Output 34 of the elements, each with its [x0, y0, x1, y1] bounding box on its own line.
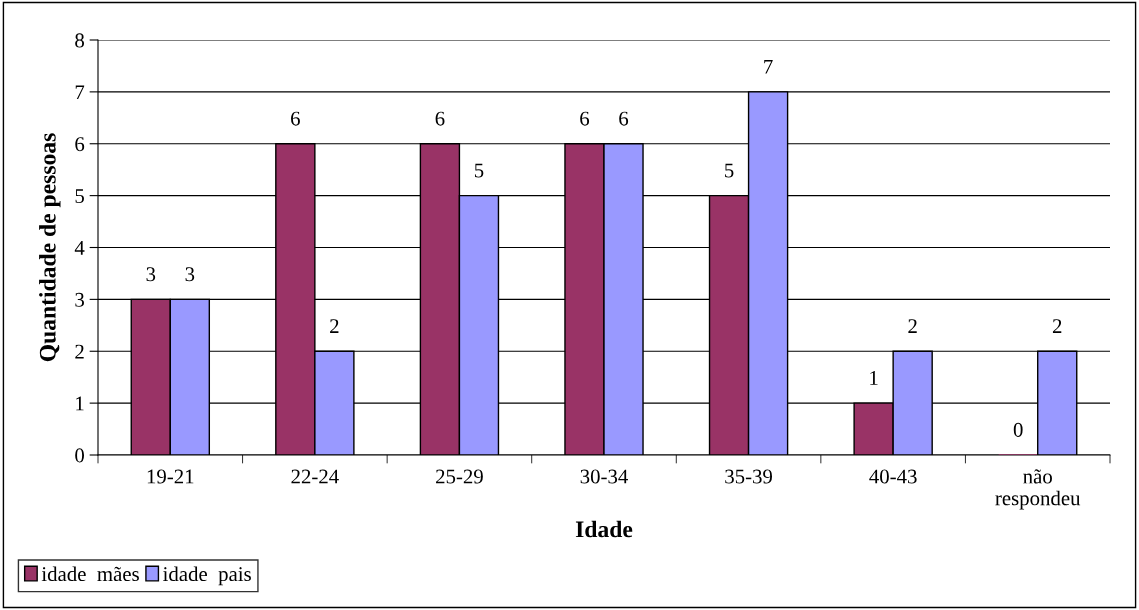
data-label: 7	[764, 59, 773, 74]
data-label: 6	[291, 111, 300, 126]
data-label: 2	[330, 319, 339, 333]
legend-label: idade mães	[41, 566, 139, 582]
y-tick-label: 5	[75, 189, 84, 204]
y-tick-label: 7	[75, 85, 85, 100]
y-tick-label: 3	[75, 292, 84, 307]
data-label: 6	[619, 111, 629, 126]
x-tick-label: 35-39	[725, 469, 773, 484]
x-tick-label: não respondeu	[995, 469, 1081, 510]
legend-label: idade pais	[163, 566, 251, 586]
x-tick-label: 19-21	[147, 469, 194, 484]
data-label: 5	[725, 163, 734, 178]
x-tick-label: 30-34	[580, 469, 628, 484]
data-label: 2	[1052, 319, 1062, 333]
data-label: 5	[474, 163, 484, 178]
data-label: 0	[1013, 422, 1023, 437]
y-tick-label: 4	[74, 241, 85, 255]
data-label: 6	[580, 111, 590, 126]
y-tick-label: 1	[76, 396, 84, 411]
y-tick-label: 8	[75, 33, 85, 48]
x-tick-label: 22-24	[291, 469, 339, 484]
data-label: 2	[908, 319, 917, 333]
data-label: 1	[870, 371, 878, 385]
data-label: 3	[185, 267, 195, 282]
x-tick-label: 25-29	[436, 469, 483, 484]
y-axis-title: Quantidade de pessoas	[39, 133, 61, 362]
data-label: 3	[146, 267, 156, 282]
y-tick-label: 2	[75, 344, 84, 359]
x-axis-title: Idade	[575, 520, 633, 538]
x-tick-label: 40-43	[869, 469, 917, 484]
y-tick-label: 6	[75, 137, 85, 152]
data-label: 6	[435, 111, 445, 126]
y-tick-label: 0	[75, 448, 85, 463]
